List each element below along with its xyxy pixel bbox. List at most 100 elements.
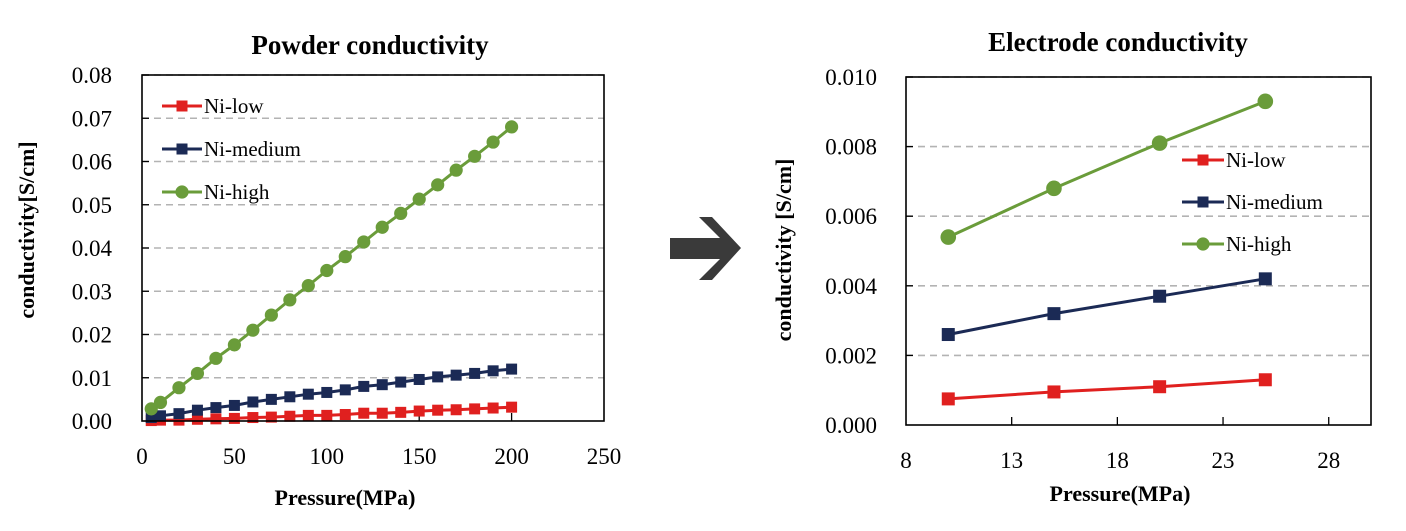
data-point [301, 279, 315, 293]
series-line [948, 277, 1266, 336]
y-tick-label: 0.004 [825, 274, 877, 299]
legend-item-ni-low: Ni-low [1182, 148, 1286, 172]
data-point [394, 206, 408, 220]
chart-title: Powder conductivity [251, 30, 489, 60]
x-tick-labels: 0 50 100 150 200 250 [136, 444, 621, 469]
data-point [227, 338, 241, 352]
data-point [321, 409, 333, 421]
x-axis-label: Pressure(MPa) [1050, 481, 1191, 506]
series-group [144, 120, 519, 427]
x-tick-label: 50 [223, 444, 246, 469]
x-tick-label: 8 [900, 448, 912, 473]
y-tick-label: 0.01 [72, 366, 112, 391]
data-point [432, 371, 444, 383]
series-ni-medium [941, 272, 1272, 342]
legend-item-ni-medium: Ni-medium [1182, 190, 1323, 214]
y-tick-label: 0.00 [72, 409, 112, 434]
data-point [431, 178, 445, 192]
data-point [450, 404, 462, 416]
x-tick-label: 28 [1317, 448, 1340, 473]
y-tick-label: 0.000 [825, 413, 877, 438]
data-point [172, 381, 186, 395]
legend-item-ni-high: Ni-high [1182, 232, 1292, 256]
legend-item-ni-medium: Ni-medium [162, 137, 301, 161]
data-point [413, 373, 425, 385]
data-point [487, 402, 499, 414]
y-tick-label: 0.006 [825, 204, 877, 229]
data-point [1258, 373, 1272, 387]
y-axis-label: conductivity [S/cm] [771, 159, 796, 342]
y-tick-label: 0.07 [72, 106, 112, 131]
legend-label: Ni-medium [204, 137, 301, 161]
data-point [505, 120, 519, 134]
data-point [209, 351, 223, 365]
y-tick-label: 0.06 [72, 150, 112, 175]
y-tick-label: 0.08 [72, 63, 112, 88]
data-point [338, 250, 352, 264]
data-point [486, 135, 500, 149]
data-point [144, 402, 158, 416]
data-point [154, 410, 166, 422]
data-point [302, 409, 314, 421]
data-point [191, 404, 203, 416]
gridlines [142, 74, 604, 421]
legend-label: Ni-low [204, 94, 264, 118]
y-axis-label: conductivity[S/cm] [14, 141, 39, 318]
data-point [175, 185, 189, 199]
data-point [284, 391, 296, 403]
data-point [941, 392, 955, 406]
data-point [321, 386, 333, 398]
x-tick-label: 200 [494, 444, 529, 469]
x-tick-label: 150 [402, 444, 437, 469]
x-tick-label: 0 [136, 444, 148, 469]
data-point [228, 412, 240, 424]
data-point [173, 414, 185, 426]
series-ni-medium [145, 363, 518, 424]
data-point [210, 402, 222, 414]
data-point [339, 409, 351, 421]
plot-frame [141, 74, 605, 422]
data-point [246, 323, 260, 337]
powder-conductivity-chart: Powder conductivity 0.00 0.01 0.02 0.03 0.04… [14, 30, 621, 510]
data-point [265, 393, 277, 405]
data-point [190, 366, 205, 381]
data-point [1047, 307, 1061, 321]
legend-item-ni-high: Ni-high [162, 180, 270, 204]
data-point [1257, 93, 1274, 110]
legend-label: Ni-high [1226, 232, 1292, 256]
data-point [145, 412, 157, 424]
data-point [395, 406, 407, 418]
data-point [283, 293, 297, 307]
y-tick-label: 0.008 [825, 135, 877, 160]
data-point [1153, 380, 1167, 394]
gridlines [906, 76, 1371, 425]
x-tick-label: 13 [1000, 448, 1023, 473]
x-tick-label: 18 [1106, 448, 1129, 473]
series-ni-high [940, 93, 1274, 245]
y-tick-label: 0.05 [72, 193, 112, 218]
data-point [1196, 237, 1210, 251]
electrode-conductivity-chart: Electrode conductivity 0.0000.0020.0040.… [771, 27, 1372, 506]
data-point [468, 149, 482, 163]
plot-frame [905, 76, 1372, 426]
y-tick-label: 0.010 [825, 65, 877, 90]
data-point [506, 401, 518, 413]
y-tick-labels: 0.000 0.002 0.004 0.006 0.008 0.010 [825, 65, 877, 438]
series-ni-high [144, 120, 519, 416]
data-point [506, 363, 518, 375]
data-point [358, 380, 370, 392]
data-point [469, 367, 481, 379]
series-line [947, 100, 1266, 239]
data-point [1258, 272, 1272, 286]
data-point [449, 163, 463, 177]
data-point [941, 328, 955, 342]
data-point [450, 369, 462, 381]
x-tick-label: 250 [587, 444, 622, 469]
y-tick-labels: 0.00 0.01 0.02 0.03 0.04 0.05 0.06 0.07 0.08 [72, 63, 113, 434]
x-tick-labels: 8 13 18 23 28 [900, 448, 1340, 473]
data-point [264, 308, 278, 322]
data-point [339, 384, 351, 396]
data-point [376, 407, 388, 419]
data-point [176, 100, 188, 112]
